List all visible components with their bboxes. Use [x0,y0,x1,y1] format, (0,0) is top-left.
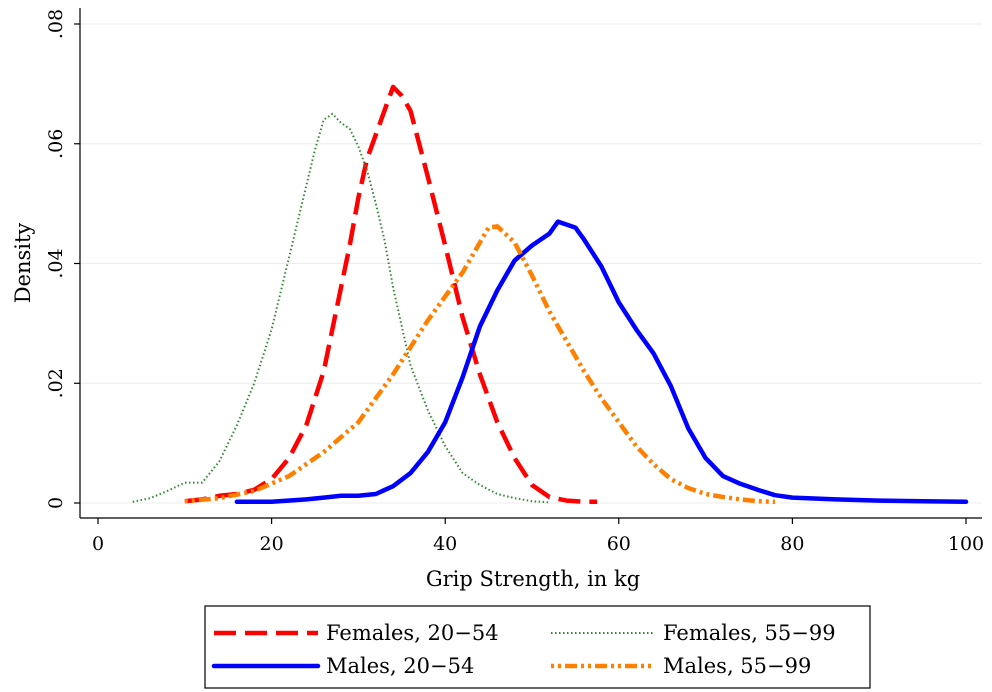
legend-label-3: Males, 55−99 [663,654,811,678]
x-axis-ticks: 0 20 40 60 80 100 [92,518,984,555]
x-axis-title: Grip Strength, in kg [426,567,640,591]
y-tick-label-3: .06 [45,129,67,159]
series-line-0 [184,84,598,505]
x-tick-label-2: 40 [433,533,457,555]
y-tick-label-2: .04 [45,248,67,278]
series-line-1 [132,112,550,504]
series-line-2 [234,219,969,505]
legend: Females, 20−54 Females, 55−99 Males, 20−54… [204,605,871,689]
legend-label-1: Females, 55−99 [663,621,836,645]
legend-box [204,605,871,689]
x-tick-label-5: 100 [948,533,984,555]
y-tick-label-0: 0 [45,497,67,509]
grid-lines [80,23,982,504]
y-axis-title: Density [11,223,35,304]
y-tick-label-4: .08 [45,9,67,39]
series-lines [132,84,969,505]
x-tick-label-4: 80 [780,533,804,555]
y-tick-label-1: .02 [45,368,67,398]
x-tick-label-0: 0 [92,533,104,555]
series-line-3 [184,224,776,505]
x-tick-label-3: 60 [607,533,631,555]
x-tick-label-1: 20 [260,533,284,555]
legend-label-0: Females, 20−54 [326,621,499,645]
legend-label-2: Males, 20−54 [326,654,474,678]
y-axis-ticks: 0 .02 .04 .06 .08 [45,9,80,509]
